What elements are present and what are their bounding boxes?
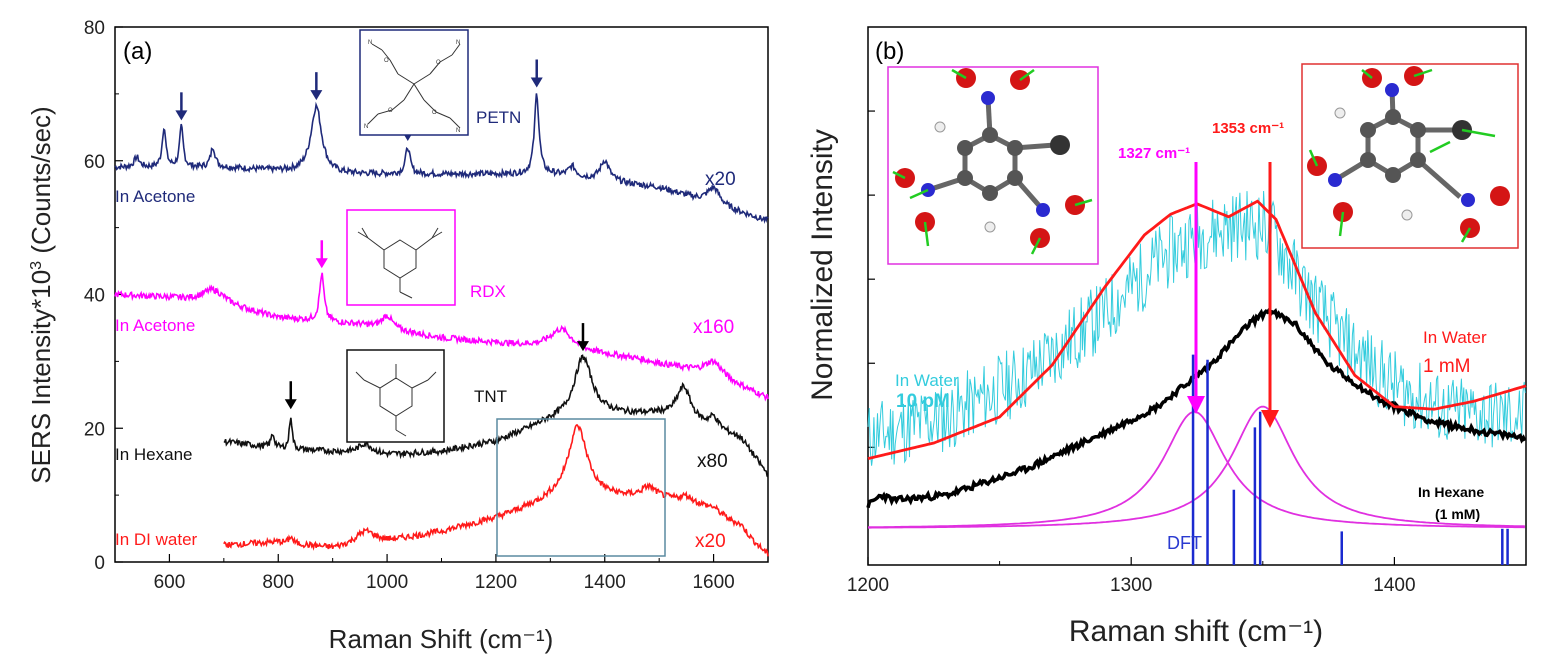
a-peak-arrow-head [284,399,297,410]
panel-a-spectra [114,93,769,557]
petn-scale: x20 [705,169,736,190]
tnt-water-solvent: In DI water [115,530,198,549]
a-y-tick-label: 0 [94,553,105,574]
a-peak-arrow-head [310,90,323,101]
a-y-tick-label: 60 [84,152,105,173]
rdx-scale: x160 [693,317,734,338]
panel-a-peak-arrows [175,59,589,410]
water-1mm-label-2: 1 mM [1423,356,1471,377]
a-y-tick-label: 20 [84,419,105,440]
dft-label: DFT [1167,533,1202,553]
panel-b: 1200 1300 1400 [806,26,1527,648]
peak-label-1353: 1353 cm⁻¹ [1212,120,1284,137]
panel-b-spectra [866,190,1527,565]
b-x-tick-label: 1400 [1373,575,1415,596]
svg-text:N: N [368,40,372,46]
panel-a-x-axis-title: Raman Shift (cm⁻¹) [329,624,554,654]
a-series-line [114,272,769,402]
a-peak-arrow-head [576,341,589,352]
svg-text:N: N [364,124,368,130]
panel-b-label: (b) [875,38,904,65]
hexane-label-1: In Hexane [1418,484,1484,500]
water-10pm-label-2: 10 pM [896,391,950,412]
svg-text:O: O [388,108,393,114]
a-series-line [223,424,769,557]
tnt-water-scale: x20 [695,531,726,552]
petn-structure-inset: O O O O N N N N [359,29,469,136]
a-y-tick-label: 40 [84,286,105,307]
svg-text:O: O [384,58,389,64]
molecule-inset-1327 [887,66,1099,265]
a-x-tick-label: 800 [262,572,294,593]
svg-text:O: O [432,110,437,116]
tnt-hexane-solvent: In Hexane [115,445,193,464]
a-peak-arrow-head [315,258,328,269]
panel-a: 600 800 1000 1200 1400 1600 0 20 40 60 80 O O O O N N [26,18,769,654]
svg-text:O: O [436,60,441,66]
peak-arrow-1353 [1261,162,1279,428]
water-1mm-label-1: In Water [1423,328,1487,347]
tnt-label: TNT [474,387,507,406]
hexane-label-2: (1 mM) [1435,506,1480,522]
a-series-line [114,93,769,224]
b-lorentzian-fit [868,405,1525,529]
panel-a-axes: 600 800 1000 1200 1400 1600 0 20 40 60 80 [84,18,769,593]
rdx-structure-inset [346,209,456,306]
a-x-tick-label: 1200 [475,572,517,593]
panel-b-axes: 1200 1300 1400 [847,110,1416,596]
petn-solvent: In Acetone [115,187,195,206]
panel-b-x-axis-title: Raman shift (cm⁻¹) [1069,615,1323,648]
a-y-tick-label: 80 [84,18,105,39]
a-peak-arrow-head [530,77,543,88]
petn-label: PETN [476,108,521,127]
rdx-solvent: In Acetone [115,316,195,335]
a-series-line [223,354,769,478]
a-x-tick-label: 1000 [366,572,408,593]
peak-label-1327: 1327 cm⁻¹ [1118,145,1190,162]
panel-a-y-axis-title: SERS Intensity*103 (Counts/sec) [26,106,56,483]
water-10pm-label-1: In Water [895,371,959,390]
a-x-tick-label: 600 [154,572,186,593]
b-x-tick-label: 1300 [1110,575,1152,596]
svg-text:N: N [456,40,460,46]
tnt-structure-inset [346,349,445,443]
svg-text:N: N [456,128,460,134]
a-x-tick-label: 1400 [584,572,626,593]
panel-b-y-axis-title: Normalized Intensity [806,129,839,401]
panel-a-label: (a) [123,38,152,65]
rdx-label: RDX [470,282,506,301]
molecule-inset-1353 [1301,63,1519,249]
a-x-tick-label: 1600 [692,572,734,593]
zoom-box [496,418,666,557]
b-x-tick-label: 1200 [847,575,889,596]
a-peak-arrow-head [175,110,188,121]
peak-arrow-1327 [1187,162,1205,414]
tnt-hexane-scale: x80 [697,451,728,472]
